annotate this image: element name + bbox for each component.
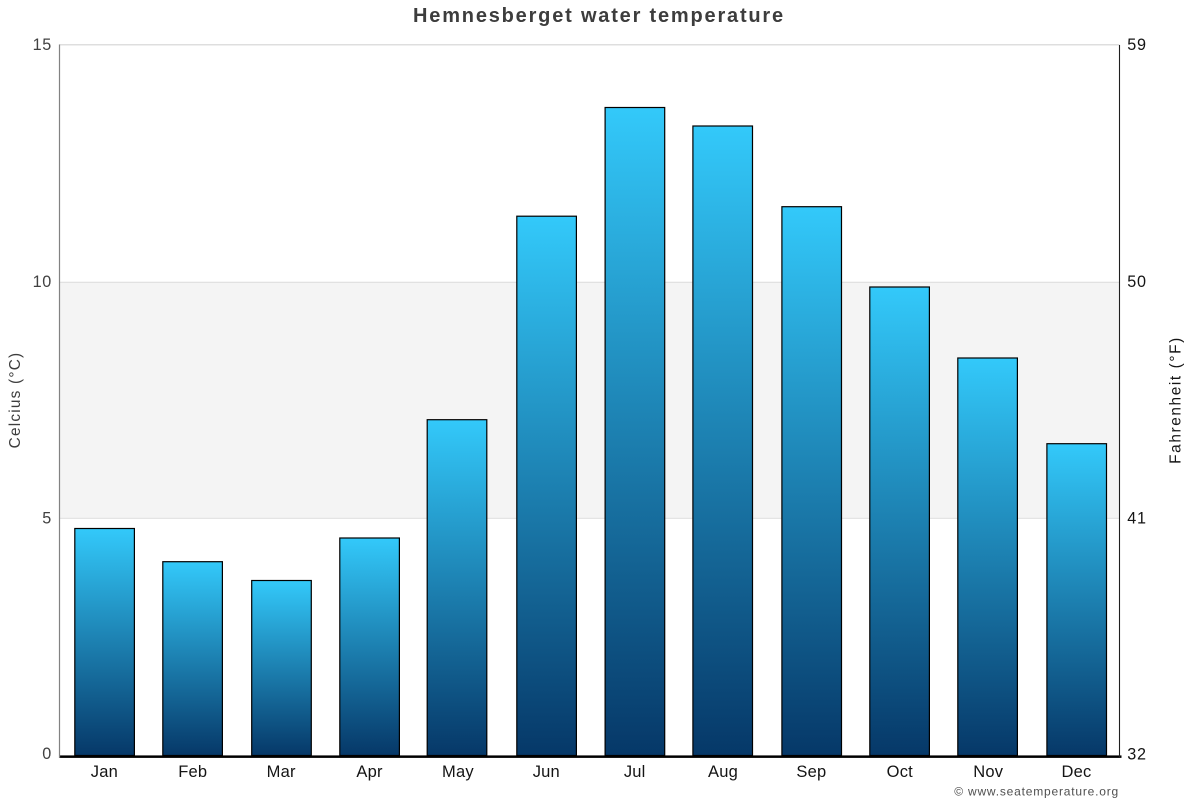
svg-text:Mar: Mar [267, 763, 296, 781]
svg-text:15: 15 [33, 36, 52, 54]
svg-text:Oct: Oct [887, 763, 913, 781]
svg-text:Jan: Jan [91, 763, 118, 781]
svg-text:Apr: Apr [356, 763, 383, 781]
svg-text:Jul: Jul [624, 763, 646, 781]
svg-text:32: 32 [1127, 745, 1146, 763]
svg-text:Fahrenheit (°F): Fahrenheit (°F) [1167, 336, 1184, 464]
svg-text:Feb: Feb [178, 763, 207, 781]
svg-text:50: 50 [1127, 273, 1146, 291]
svg-text:Sep: Sep [796, 763, 826, 781]
svg-text:May: May [442, 763, 474, 781]
svg-text:10: 10 [33, 273, 52, 291]
svg-text:Celcius (°C): Celcius (°C) [7, 352, 24, 449]
svg-text:41: 41 [1127, 510, 1146, 528]
svg-text:Jun: Jun [533, 763, 560, 781]
svg-text:Nov: Nov [973, 763, 1003, 781]
svg-text:5: 5 [42, 510, 52, 528]
svg-text:59: 59 [1127, 36, 1146, 54]
svg-text:Hemnesberget water temperature: Hemnesberget water temperature [413, 5, 785, 27]
svg-text:Aug: Aug [708, 763, 738, 781]
svg-text:© www.seatemperature.org: © www.seatemperature.org [954, 785, 1119, 799]
svg-text:0: 0 [42, 745, 52, 763]
svg-text:Dec: Dec [1062, 763, 1092, 781]
